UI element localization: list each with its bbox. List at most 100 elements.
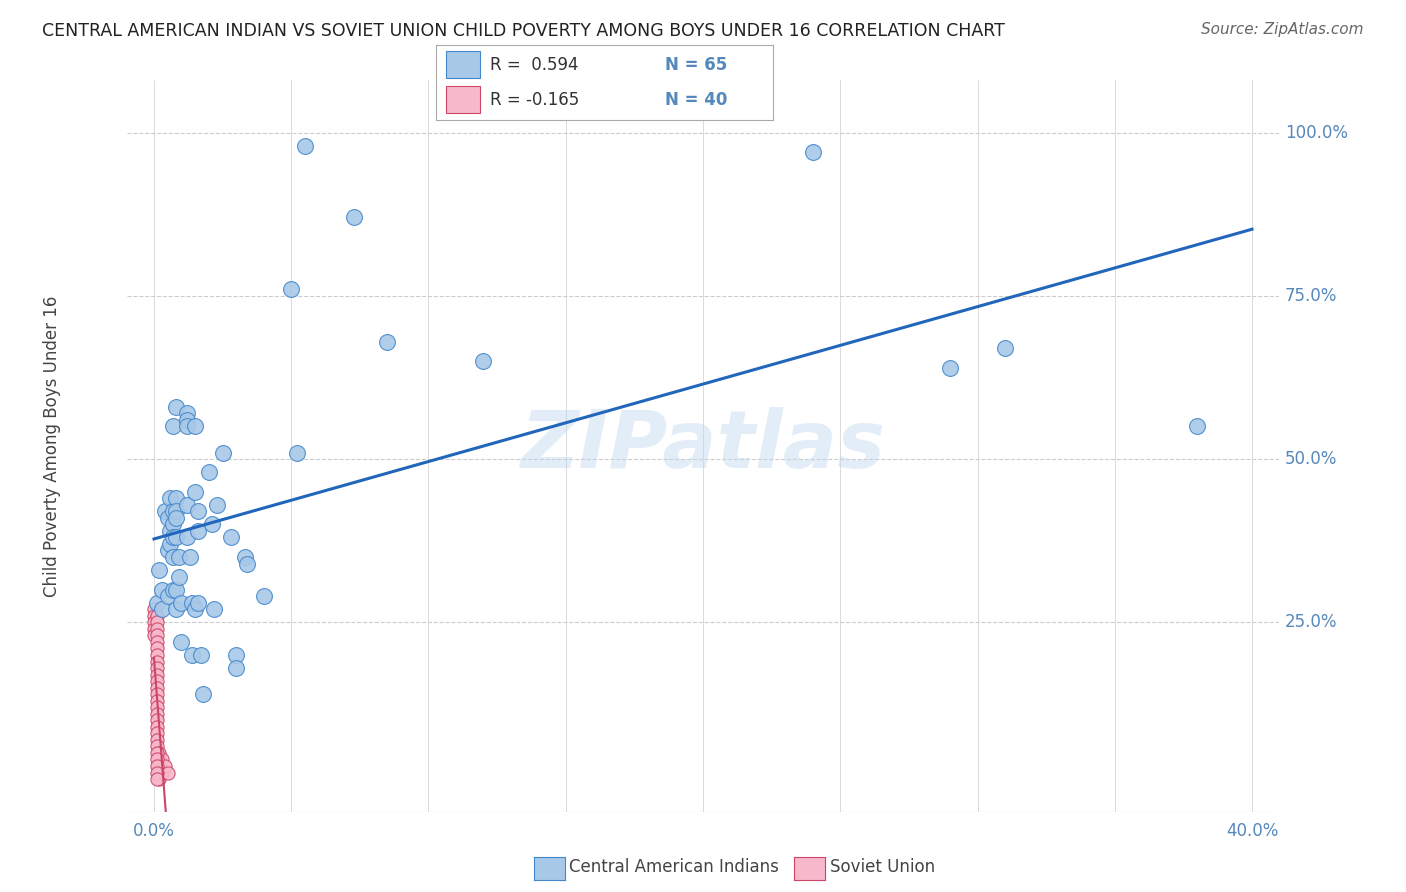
- Point: [1185, 419, 1208, 434]
- Point: [375, 334, 398, 349]
- Point: [176, 419, 198, 434]
- Point: [472, 354, 495, 368]
- Point: [176, 498, 198, 512]
- Point: [159, 491, 181, 506]
- Point: [145, 714, 167, 728]
- Point: [145, 628, 167, 642]
- Point: [150, 602, 173, 616]
- Point: [145, 706, 167, 721]
- Point: [145, 720, 167, 734]
- Point: [190, 648, 212, 662]
- Point: [148, 772, 170, 786]
- Point: [145, 759, 167, 773]
- Point: [198, 465, 221, 479]
- Point: [176, 530, 198, 544]
- Point: [225, 661, 247, 675]
- Point: [253, 589, 276, 603]
- Point: [165, 400, 187, 414]
- Point: [145, 641, 167, 656]
- Point: [285, 445, 308, 459]
- Point: [153, 759, 176, 773]
- Point: [145, 746, 167, 760]
- Point: [148, 746, 170, 760]
- Point: [150, 765, 173, 780]
- Point: [156, 543, 179, 558]
- Point: [170, 635, 193, 649]
- Point: [176, 406, 198, 420]
- Point: [148, 765, 170, 780]
- Text: 40.0%: 40.0%: [1226, 822, 1278, 839]
- Point: [162, 530, 184, 544]
- Text: CENTRAL AMERICAN INDIAN VS SOVIET UNION CHILD POVERTY AMONG BOYS UNDER 16 CORREL: CENTRAL AMERICAN INDIAN VS SOVIET UNION …: [42, 22, 1005, 40]
- Point: [184, 602, 207, 616]
- Point: [145, 648, 167, 662]
- Point: [165, 582, 187, 597]
- Point: [201, 517, 224, 532]
- Text: 25.0%: 25.0%: [1285, 614, 1337, 632]
- Point: [145, 608, 167, 623]
- Point: [233, 549, 256, 564]
- Point: [145, 739, 167, 754]
- Point: [165, 530, 187, 544]
- Point: [145, 765, 167, 780]
- Point: [156, 765, 179, 780]
- Point: [801, 145, 824, 160]
- Point: [145, 700, 167, 714]
- Point: [143, 622, 166, 636]
- Text: 100.0%: 100.0%: [1285, 123, 1348, 142]
- Point: [294, 138, 316, 153]
- Point: [143, 628, 166, 642]
- Point: [167, 569, 190, 583]
- Point: [145, 674, 167, 689]
- Point: [236, 557, 259, 571]
- Point: [145, 655, 167, 669]
- Point: [156, 589, 179, 603]
- Point: [184, 419, 207, 434]
- Point: [280, 282, 302, 296]
- Point: [162, 549, 184, 564]
- Point: [159, 524, 181, 538]
- Point: [145, 752, 167, 766]
- Point: [165, 511, 187, 525]
- Point: [145, 772, 167, 786]
- Point: [148, 759, 170, 773]
- Point: [179, 549, 201, 564]
- Point: [143, 608, 166, 623]
- Point: [162, 582, 184, 597]
- Text: 75.0%: 75.0%: [1285, 287, 1337, 305]
- Point: [181, 648, 204, 662]
- Text: Source: ZipAtlas.com: Source: ZipAtlas.com: [1201, 22, 1364, 37]
- Point: [145, 732, 167, 747]
- Point: [145, 681, 167, 695]
- Point: [145, 615, 167, 630]
- Point: [150, 582, 173, 597]
- Point: [162, 419, 184, 434]
- Point: [148, 563, 170, 577]
- Point: [939, 360, 962, 375]
- Point: [162, 517, 184, 532]
- Text: N = 40: N = 40: [665, 91, 728, 109]
- Point: [205, 498, 228, 512]
- Point: [176, 413, 198, 427]
- Point: [145, 667, 167, 681]
- Text: ZIPatlas: ZIPatlas: [520, 407, 886, 485]
- Point: [994, 341, 1017, 355]
- Point: [145, 687, 167, 701]
- Text: Soviet Union: Soviet Union: [830, 858, 935, 876]
- Point: [159, 537, 181, 551]
- Text: N = 65: N = 65: [665, 55, 727, 74]
- Point: [211, 445, 233, 459]
- Point: [165, 504, 187, 518]
- Text: R =  0.594: R = 0.594: [489, 55, 578, 74]
- Point: [193, 687, 215, 701]
- Point: [187, 504, 209, 518]
- Point: [145, 635, 167, 649]
- Point: [202, 602, 225, 616]
- Bar: [446, 52, 479, 78]
- Point: [145, 622, 167, 636]
- Point: [156, 511, 179, 525]
- Point: [187, 596, 209, 610]
- Text: 50.0%: 50.0%: [1285, 450, 1337, 468]
- Text: Child Poverty Among Boys Under 16: Child Poverty Among Boys Under 16: [42, 295, 60, 597]
- Point: [162, 504, 184, 518]
